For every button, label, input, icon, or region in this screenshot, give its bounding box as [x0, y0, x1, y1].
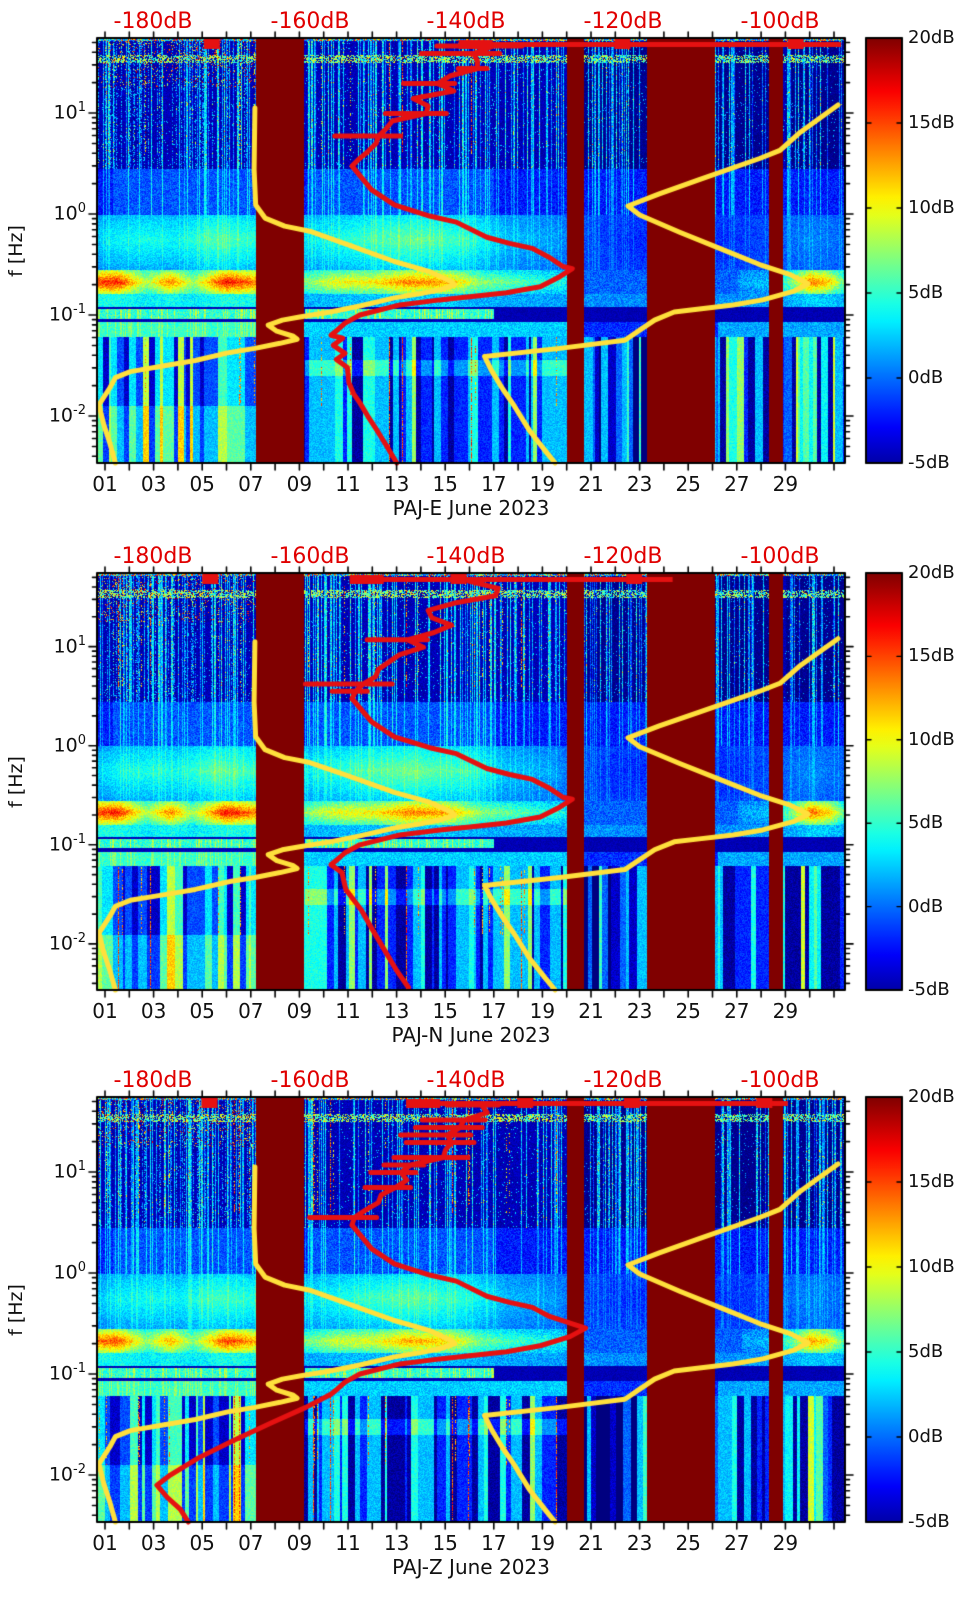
colorbar-tick-label: 0dB: [908, 1426, 944, 1447]
top-db-label: -120dB: [583, 1068, 663, 1093]
colorbar-tick-label: 0dB: [908, 895, 944, 917]
y-tick-label: 10-2: [48, 930, 86, 955]
y-tick-label: 10-2: [48, 1462, 86, 1486]
x-tick-label: 27: [724, 472, 750, 496]
x-tick-label: 21: [578, 999, 604, 1023]
colorbar-tick-label: 20dB: [908, 1086, 955, 1107]
top-db-label: -140dB: [426, 9, 506, 34]
x-tick-label: 27: [724, 999, 750, 1023]
y-tick-label: 10-2: [48, 403, 86, 427]
colorbar-tick-label: 10dB: [908, 197, 955, 218]
panel-title: PAJ-E June 2023: [392, 496, 550, 520]
colorbar-tick-label: 10dB: [908, 728, 955, 750]
colorbar-tick-label: 0dB: [908, 367, 944, 388]
x-tick-label: 23: [626, 999, 653, 1023]
x-tick-label: 23: [626, 472, 653, 496]
x-tick-label: 25: [675, 1531, 701, 1555]
x-tick-label: 05: [189, 999, 215, 1023]
x-tick-label: 03: [140, 472, 167, 496]
x-tick-label: 27: [724, 1531, 750, 1555]
y-tick-label: 10-1: [48, 1361, 86, 1385]
y-tick-label: 100: [53, 201, 86, 225]
y-tick-label: 10-1: [48, 302, 86, 326]
x-tick-label: 17: [481, 1531, 507, 1555]
colorbar-tick-label: 15dB: [908, 645, 955, 667]
y-tick-label: 10-1: [48, 831, 86, 856]
top-db-label: -120dB: [583, 544, 663, 569]
top-db-label: -100dB: [740, 9, 820, 34]
x-tick-label: 11: [335, 1531, 361, 1555]
x-tick-label: 11: [335, 472, 361, 496]
x-tick-label: 29: [772, 472, 799, 496]
y-tick-label: 101: [53, 100, 86, 124]
x-tick-label: 29: [772, 999, 799, 1023]
y-axis-label: f [Hz]: [5, 755, 27, 808]
top-db-label: -160dB: [270, 1068, 350, 1093]
x-tick-label: 25: [675, 999, 701, 1023]
x-tick-label: 01: [92, 472, 118, 496]
x-tick-label: 19: [529, 999, 556, 1023]
x-tick-label: 03: [140, 1531, 167, 1555]
x-tick-label: 19: [529, 1531, 556, 1555]
x-tick-label: 13: [383, 999, 410, 1023]
colorbar-tick-label: -5dB: [908, 1511, 950, 1532]
x-tick-label: 21: [578, 472, 604, 496]
colorbar-tick-label: 20dB: [908, 562, 955, 583]
x-tick-label: 05: [189, 1531, 215, 1555]
y-axis-label: f [Hz]: [5, 224, 27, 277]
top-db-label: -140dB: [426, 1068, 506, 1093]
top-db-label: -100dB: [740, 1068, 820, 1093]
colorbar-tick-label: 5dB: [908, 1341, 944, 1362]
top-db-label: -180dB: [113, 1068, 193, 1093]
top-db-label: -120dB: [583, 9, 663, 34]
x-tick-label: 17: [481, 999, 507, 1023]
panel-title: PAJ-Z June 2023: [392, 1555, 550, 1579]
colorbar-tick-label: -5dB: [908, 452, 950, 473]
y-axis-label: f [Hz]: [5, 1283, 27, 1336]
x-tick-label: 09: [286, 1531, 313, 1555]
top-db-label: -140dB: [426, 544, 506, 569]
x-tick-label: 17: [481, 472, 507, 496]
x-tick-label: 01: [92, 1531, 118, 1555]
y-tick-label: 101: [53, 1159, 86, 1183]
x-tick-label: 03: [140, 999, 167, 1023]
panel-title: PAJ-N June 2023: [391, 1023, 551, 1047]
y-tick-label: 101: [53, 633, 86, 657]
x-tick-label: 19: [529, 472, 556, 496]
colorbar-tick-label: 5dB: [908, 282, 944, 303]
top-db-label: -180dB: [113, 544, 193, 569]
x-tick-label: 15: [432, 472, 458, 496]
x-tick-label: 23: [626, 1531, 653, 1555]
colorbar-tick-label: 15dB: [908, 1171, 955, 1192]
top-db-label: -180dB: [113, 9, 193, 34]
x-tick-label: 09: [286, 472, 313, 496]
x-tick-label: 07: [238, 999, 264, 1023]
x-tick-label: 13: [383, 472, 410, 496]
top-db-label: -160dB: [270, 9, 350, 34]
x-tick-label: 11: [335, 999, 361, 1023]
x-tick-label: 13: [383, 1531, 410, 1555]
x-tick-label: 07: [238, 472, 264, 496]
top-db-label: -100dB: [740, 544, 820, 569]
x-tick-label: 21: [578, 1531, 604, 1555]
colorbar-tick-label: -5dB: [908, 979, 950, 1000]
x-tick-label: 01: [92, 999, 118, 1023]
x-tick-label: 15: [432, 1531, 458, 1555]
x-tick-label: 29: [772, 1531, 799, 1555]
x-tick-label: 25: [675, 472, 701, 496]
top-db-label: -160dB: [270, 544, 350, 569]
y-tick-label: 100: [53, 1260, 86, 1284]
colorbar-tick-label: 15dB: [908, 112, 955, 133]
colorbar-tick-label: 20dB: [908, 27, 955, 48]
x-tick-label: 09: [286, 999, 313, 1023]
colorbar-tick-label: 5dB: [908, 812, 944, 834]
y-tick-label: 100: [53, 732, 86, 757]
x-tick-label: 15: [432, 999, 458, 1023]
colorbar-tick-label: 10dB: [908, 1256, 955, 1277]
x-tick-label: 05: [189, 472, 215, 496]
x-tick-label: 07: [238, 1531, 264, 1555]
